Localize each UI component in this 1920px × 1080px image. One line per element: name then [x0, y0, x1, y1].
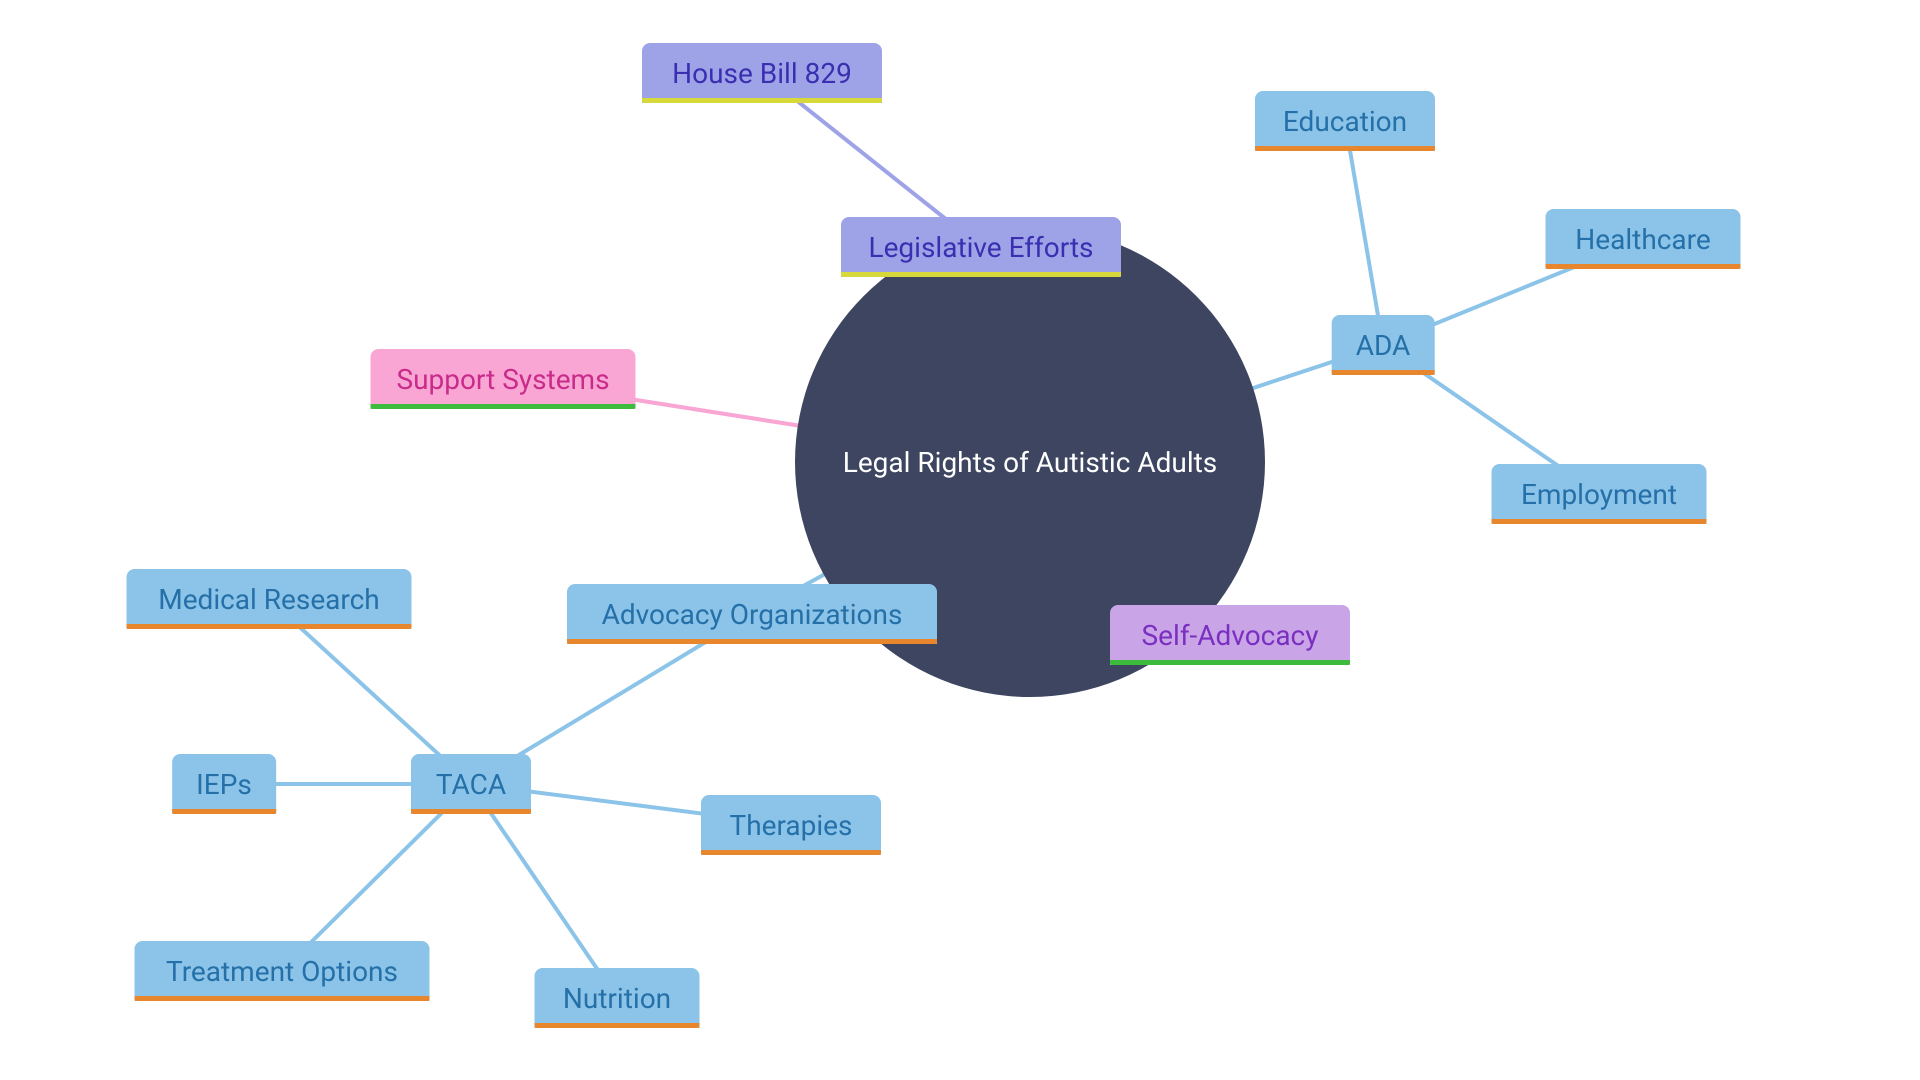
node-label: Advocacy Organizations	[602, 598, 903, 631]
node-underline	[1332, 370, 1435, 375]
node-underline	[172, 809, 276, 814]
node-underline	[371, 404, 636, 409]
node-label: Employment	[1521, 478, 1677, 511]
node-underline	[127, 624, 412, 629]
node-underline	[1492, 519, 1707, 524]
node-underline	[535, 1023, 700, 1028]
node-healthcare[interactable]: Healthcare	[1546, 209, 1741, 269]
node-label: Education	[1283, 105, 1407, 138]
node-label: ADA	[1356, 329, 1411, 362]
node-employment[interactable]: Employment	[1492, 464, 1707, 524]
node-label: Therapies	[730, 809, 853, 842]
edge-taca-nutrition	[471, 784, 617, 998]
node-label: House Bill 829	[672, 57, 852, 90]
node-underline	[1255, 146, 1435, 151]
node-nutrition[interactable]: Nutrition	[535, 968, 700, 1028]
node-label: Legislative Efforts	[869, 231, 1094, 264]
node-house_bill[interactable]: House Bill 829	[642, 43, 882, 103]
node-underline	[1110, 660, 1350, 665]
mindmap-canvas: Legal Rights of Autistic Adults House Bil…	[0, 0, 1920, 1080]
node-treatment_options[interactable]: Treatment Options	[135, 941, 430, 1001]
node-advocacy_orgs[interactable]: Advocacy Organizations	[567, 584, 937, 644]
node-ieps[interactable]: IEPs	[172, 754, 276, 814]
node-underline	[567, 639, 937, 644]
node-taca[interactable]: TACA	[411, 754, 531, 814]
node-label: Medical Research	[158, 583, 379, 616]
node-label: Healthcare	[1575, 223, 1710, 256]
node-underline	[1546, 264, 1741, 269]
node-label: Self-Advocacy	[1142, 619, 1319, 652]
node-support_systems[interactable]: Support Systems	[371, 349, 636, 409]
node-label: Legal Rights of Autistic Adults	[843, 446, 1218, 479]
node-medical_research[interactable]: Medical Research	[127, 569, 412, 629]
node-label: Nutrition	[563, 982, 671, 1015]
node-education[interactable]: Education	[1255, 91, 1435, 151]
node-underline	[701, 850, 881, 855]
node-underline	[411, 809, 531, 814]
node-label: TACA	[436, 768, 506, 801]
node-underline	[642, 98, 882, 103]
edge-ada-education	[1345, 121, 1383, 345]
node-legislative[interactable]: Legislative Efforts	[841, 217, 1121, 277]
node-ada[interactable]: ADA	[1332, 315, 1435, 375]
node-therapies[interactable]: Therapies	[701, 795, 881, 855]
node-label: Treatment Options	[166, 955, 398, 988]
node-label: IEPs	[196, 768, 252, 801]
node-label: Support Systems	[396, 363, 609, 396]
node-self_advocacy[interactable]: Self-Advocacy	[1110, 605, 1350, 665]
node-underline	[135, 996, 430, 1001]
node-underline	[841, 272, 1121, 277]
